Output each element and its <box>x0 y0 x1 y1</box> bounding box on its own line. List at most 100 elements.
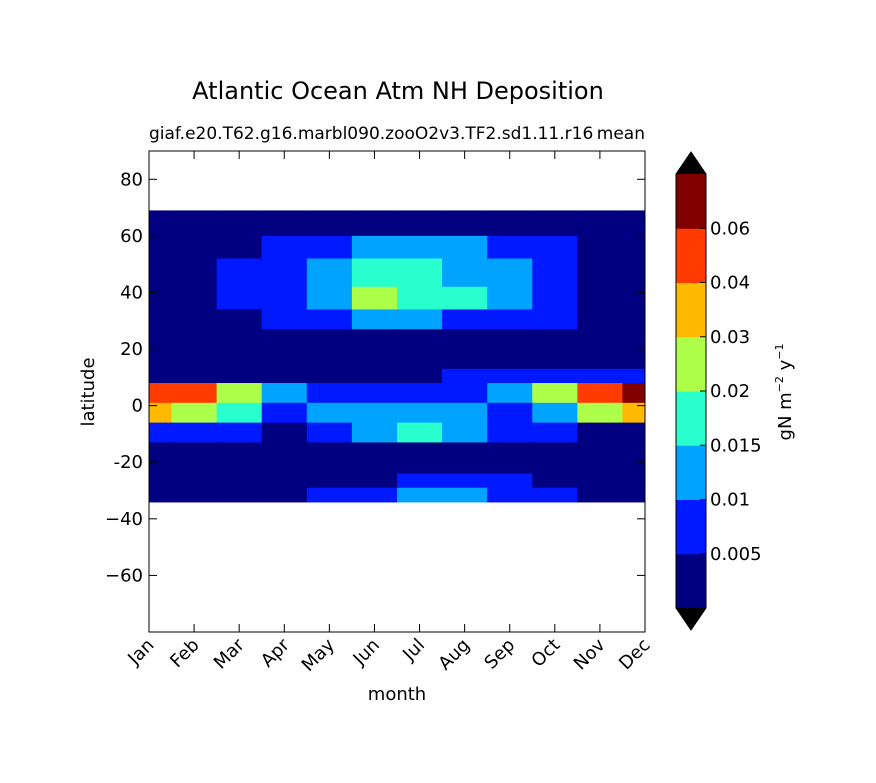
colorbar-label-exp1: −2 <box>773 376 786 392</box>
heatmap-cell <box>442 258 488 288</box>
x-tick-label: Mar <box>210 634 249 673</box>
heatmap-cell <box>351 349 398 370</box>
heatmap-cell <box>577 473 624 489</box>
heatmap-cell <box>442 422 488 444</box>
heatmap-cell <box>216 349 263 370</box>
heatmap-cell <box>532 286 578 311</box>
colorbar-label-exp2: −1 <box>773 344 786 360</box>
heatmap-cell <box>149 235 173 260</box>
heatmap-cell <box>171 286 218 311</box>
heatmap-cell <box>216 473 263 489</box>
heatmap-cell <box>149 329 173 350</box>
heatmap-cell <box>577 309 624 330</box>
heatmap-cell <box>306 473 353 489</box>
heatmap-cell <box>532 309 578 330</box>
heatmap-cell <box>487 473 533 489</box>
heatmap-cell <box>532 473 578 489</box>
heatmap-cell <box>442 462 488 475</box>
heatmap-cell <box>171 422 218 444</box>
heatmap-cell <box>261 329 308 350</box>
y-tick-label: −60 <box>105 565 143 586</box>
x-tick-label: Feb <box>166 635 203 672</box>
heatmap-cell <box>261 286 308 311</box>
heatmap-cell <box>351 462 398 475</box>
heatmap-cell <box>306 235 353 260</box>
heatmap-cell <box>442 235 488 260</box>
heatmap-cell <box>487 235 533 260</box>
heatmap-cell <box>487 442 533 463</box>
heatmap-cell <box>397 383 443 404</box>
colorbar-segment <box>676 553 706 609</box>
heatmap-cell <box>442 368 488 384</box>
heatmap-cell <box>577 235 624 260</box>
heatmap-cell <box>351 286 398 311</box>
heatmap-cell <box>487 383 533 404</box>
heatmap-cell <box>351 258 398 288</box>
colorbar-tick-label: 0.01 <box>710 490 750 511</box>
heatmap-cell <box>149 368 173 384</box>
heatmap-cell <box>216 235 263 260</box>
heatmap-cell <box>397 442 443 463</box>
colorbar-segment <box>676 445 706 500</box>
heatmap-cell <box>532 329 578 350</box>
colorbar-segment <box>676 499 706 555</box>
heatmap-cell <box>306 368 353 384</box>
heatmap-cell <box>171 473 218 489</box>
heatmap-cell <box>171 442 218 463</box>
heatmap-cell <box>532 487 578 503</box>
heatmap-cell <box>442 349 488 370</box>
heatmap-cell <box>306 462 353 475</box>
heatmap-cell <box>397 368 443 384</box>
y-axis-ticks: 80 60 40 20 0 -20 −40 −60 <box>105 169 645 586</box>
heatmap-cell <box>261 235 308 260</box>
heatmap-cell <box>306 402 353 424</box>
heatmap-cell <box>622 487 645 503</box>
heatmap-cell <box>149 473 173 489</box>
heatmap-cell <box>577 487 624 503</box>
heatmap-cell <box>261 258 308 288</box>
heatmap-cell <box>149 210 173 237</box>
heatmap-cell <box>622 462 645 475</box>
heatmap-cell <box>487 368 533 384</box>
heatmap-cell <box>442 487 488 503</box>
heatmap-cell <box>261 349 308 370</box>
heatmap-cell <box>261 210 308 237</box>
heatmap-cell <box>171 309 218 330</box>
heatmap-cell <box>397 210 443 237</box>
heatmap-cell <box>532 349 578 370</box>
heatmap-cell <box>577 329 624 350</box>
heatmap-cell <box>622 402 645 424</box>
y-axis-label: latitude <box>78 357 99 426</box>
heatmap-cell <box>306 309 353 330</box>
heatmap-cell <box>622 473 645 489</box>
heatmap-cell <box>171 487 218 503</box>
heatmap-cell <box>532 402 578 424</box>
heatmap-cell <box>397 487 443 503</box>
heatmap-cell <box>487 329 533 350</box>
heatmap-cell <box>577 258 624 288</box>
heatmap-cell <box>216 286 263 311</box>
heatmap-cell <box>487 402 533 424</box>
heatmap-cell <box>622 329 645 350</box>
heatmap-cell <box>442 286 488 311</box>
heatmap-cell <box>442 442 488 463</box>
y-tick-label: 40 <box>120 282 143 303</box>
heatmap-cell <box>216 210 263 237</box>
heatmap-cell <box>397 422 443 444</box>
heatmap-cell <box>622 286 645 311</box>
y-tick-label: 60 <box>120 226 143 247</box>
heatmap-cell <box>487 487 533 503</box>
colorbar-outline <box>675 151 707 631</box>
heatmap-cell <box>442 383 488 404</box>
heatmap-cell <box>306 329 353 350</box>
heatmap-cell <box>149 349 173 370</box>
y-tick-label: -20 <box>114 452 143 473</box>
y-tick-label: 80 <box>120 169 143 190</box>
plot-frame <box>148 150 646 633</box>
y-tick-label: 0 <box>132 396 143 417</box>
heatmap-cell <box>149 309 173 330</box>
colorbar-label: gN m−2 y−1 <box>773 344 796 441</box>
x-axis-label: month <box>368 684 426 705</box>
colorbar-segment <box>676 391 706 446</box>
